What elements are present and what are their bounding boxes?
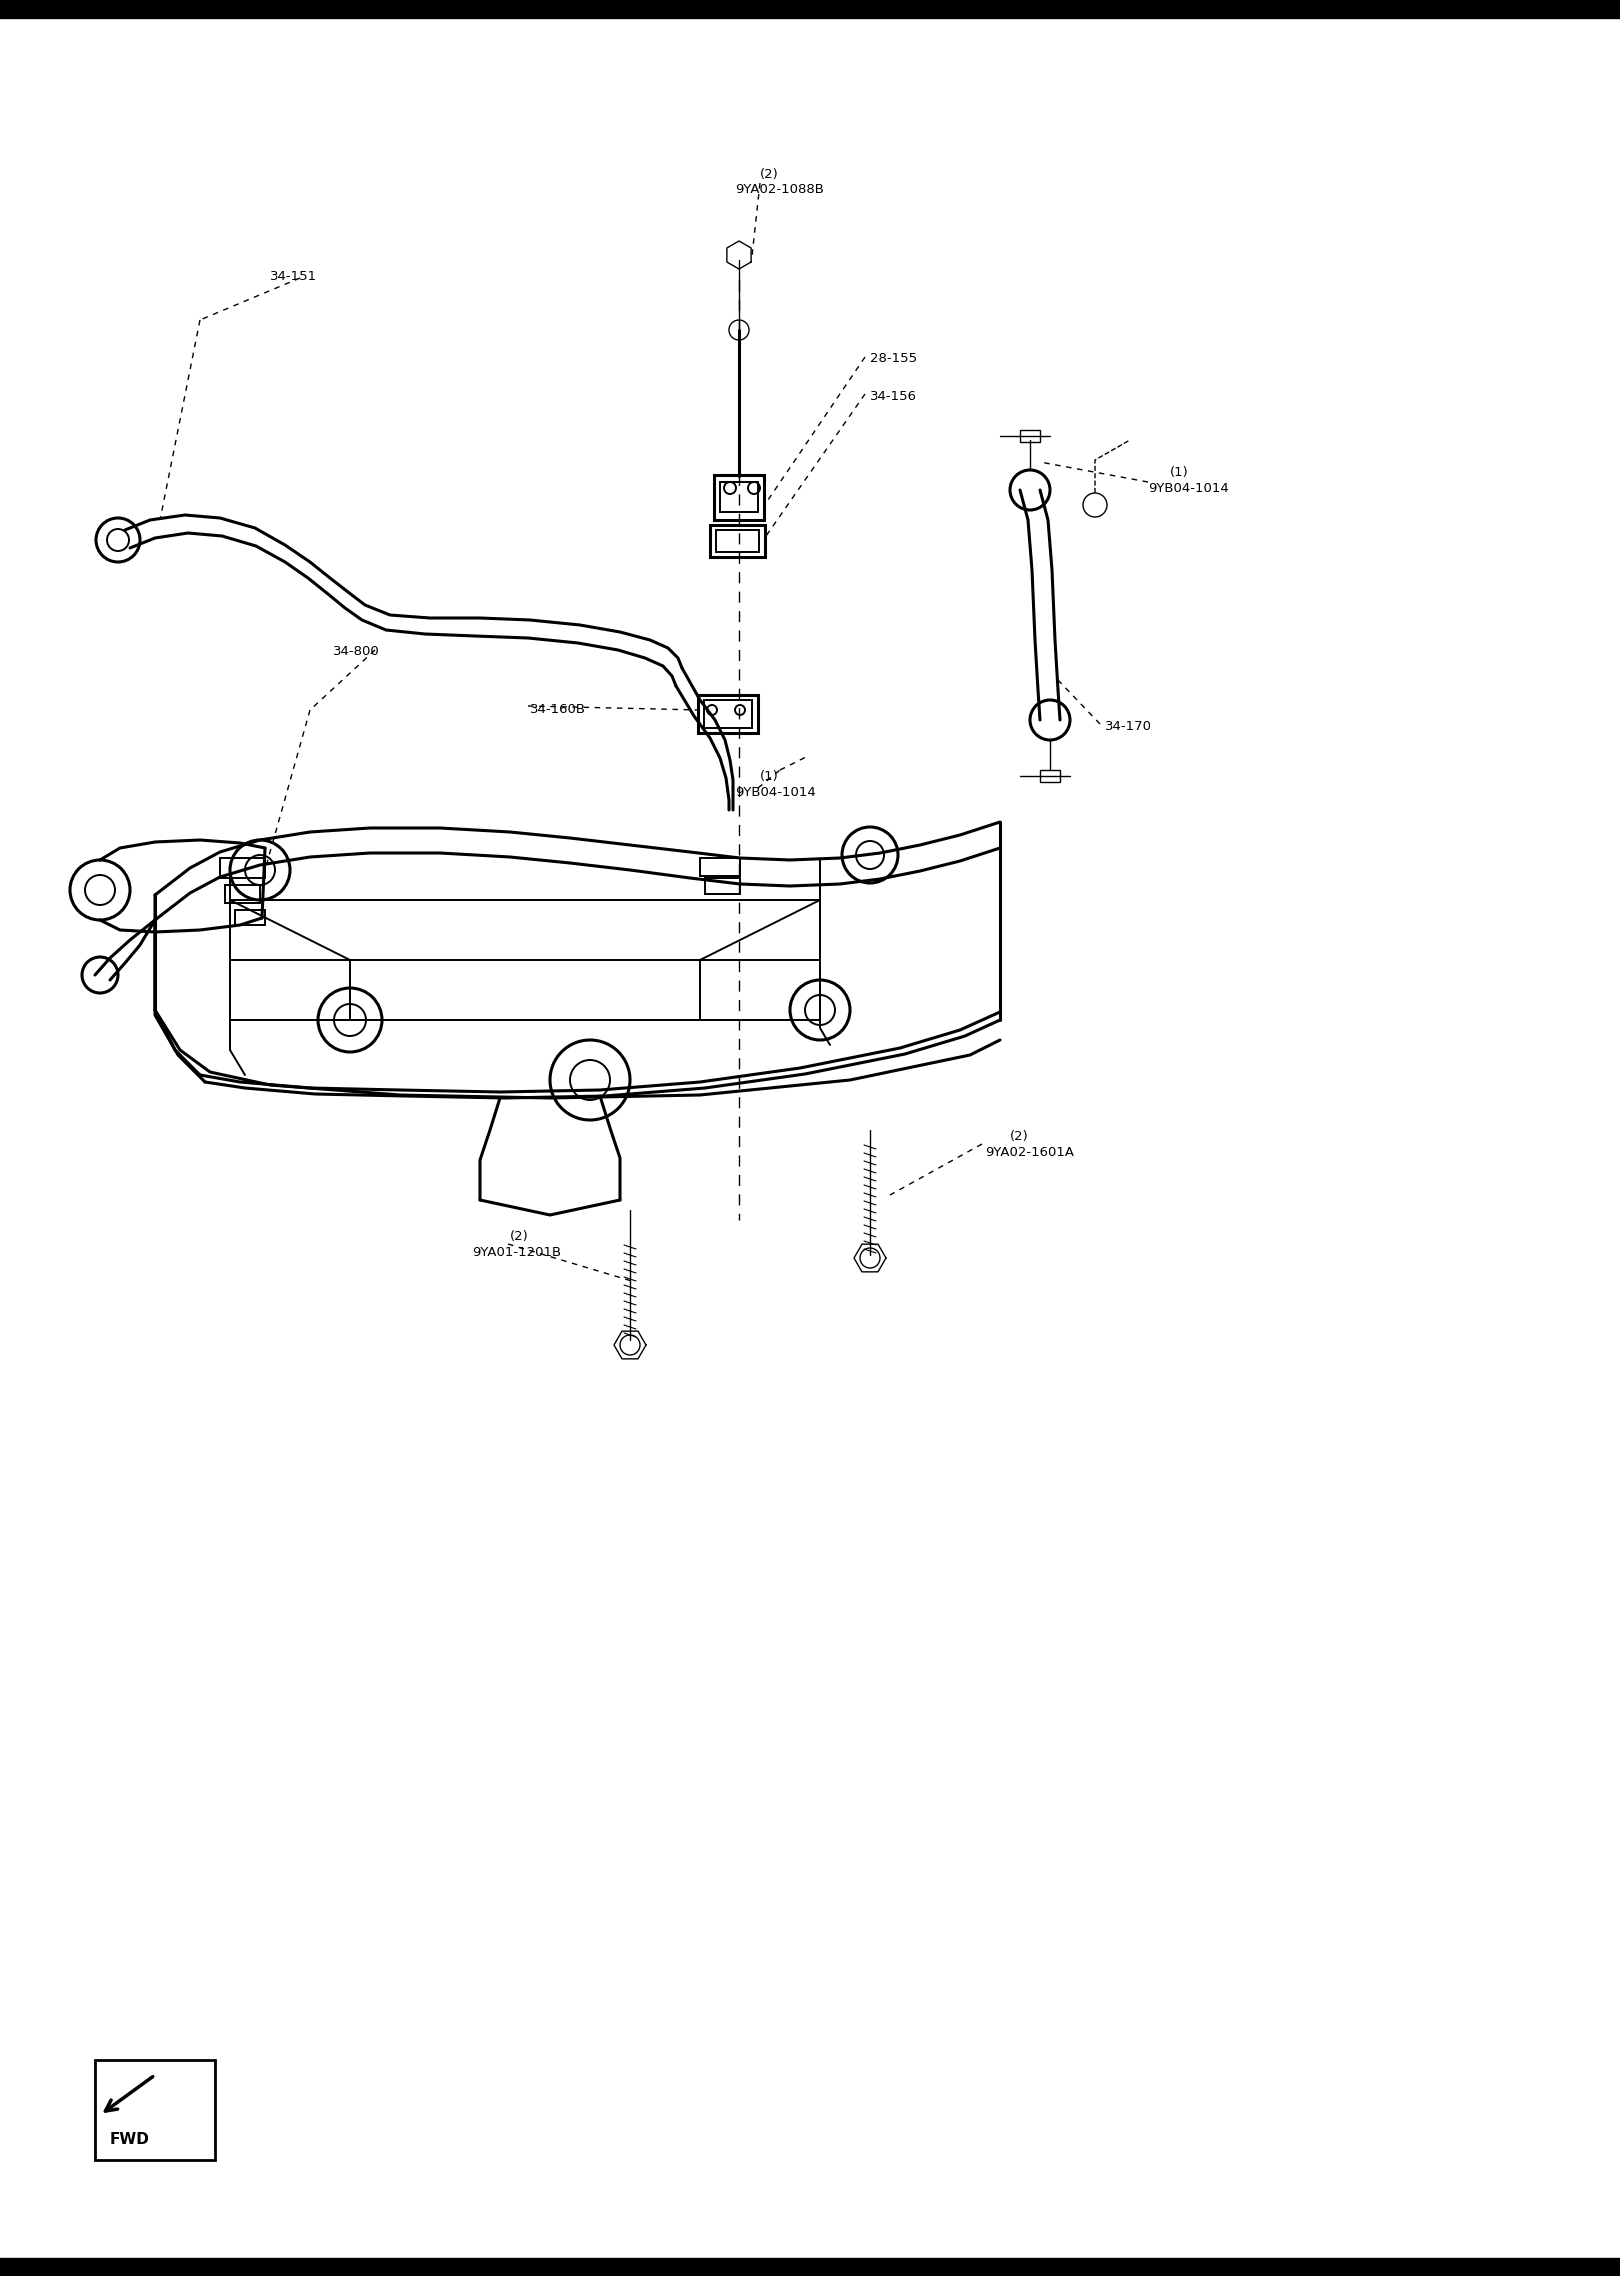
Bar	[716, 530, 760, 553]
Text: 34-151: 34-151	[271, 271, 318, 282]
Text: 34-170: 34-170	[1105, 719, 1152, 733]
Bar	[96, 2060, 215, 2160]
Bar	[719, 483, 758, 512]
Bar	[0, 2258, 1620, 2276]
Bar	[698, 694, 758, 733]
Bar	[705, 701, 752, 728]
Text: 34-156: 34-156	[870, 389, 917, 403]
Bar	[0, 0, 1620, 18]
Bar	[220, 858, 266, 879]
Text: (2): (2)	[510, 1229, 528, 1243]
Text: (1): (1)	[1170, 467, 1189, 478]
Bar	[700, 858, 740, 876]
Bar	[1021, 430, 1040, 442]
Bar	[710, 526, 765, 558]
Text: 34-800: 34-800	[334, 644, 379, 658]
Text: 28-155: 28-155	[870, 353, 917, 364]
Bar	[1040, 769, 1059, 783]
Text: 9YA02-1088B: 9YA02-1088B	[735, 182, 825, 196]
Bar	[225, 885, 259, 904]
Text: 9YB04-1014: 9YB04-1014	[1149, 483, 1228, 494]
Bar	[714, 476, 765, 519]
Bar	[705, 879, 740, 894]
Text: 34-160B: 34-160B	[530, 703, 586, 717]
Text: 9YA01-1201B: 9YA01-1201B	[471, 1245, 561, 1259]
Text: (1): (1)	[760, 769, 779, 783]
FancyArrowPatch shape	[105, 2076, 152, 2112]
Text: (2): (2)	[1009, 1129, 1029, 1143]
Bar	[235, 910, 266, 924]
Text: FWD: FWD	[110, 2133, 151, 2149]
Text: (2): (2)	[760, 168, 779, 182]
Text: 9YB04-1014: 9YB04-1014	[735, 785, 816, 799]
Text: 9YA02-1601A: 9YA02-1601A	[985, 1147, 1074, 1158]
